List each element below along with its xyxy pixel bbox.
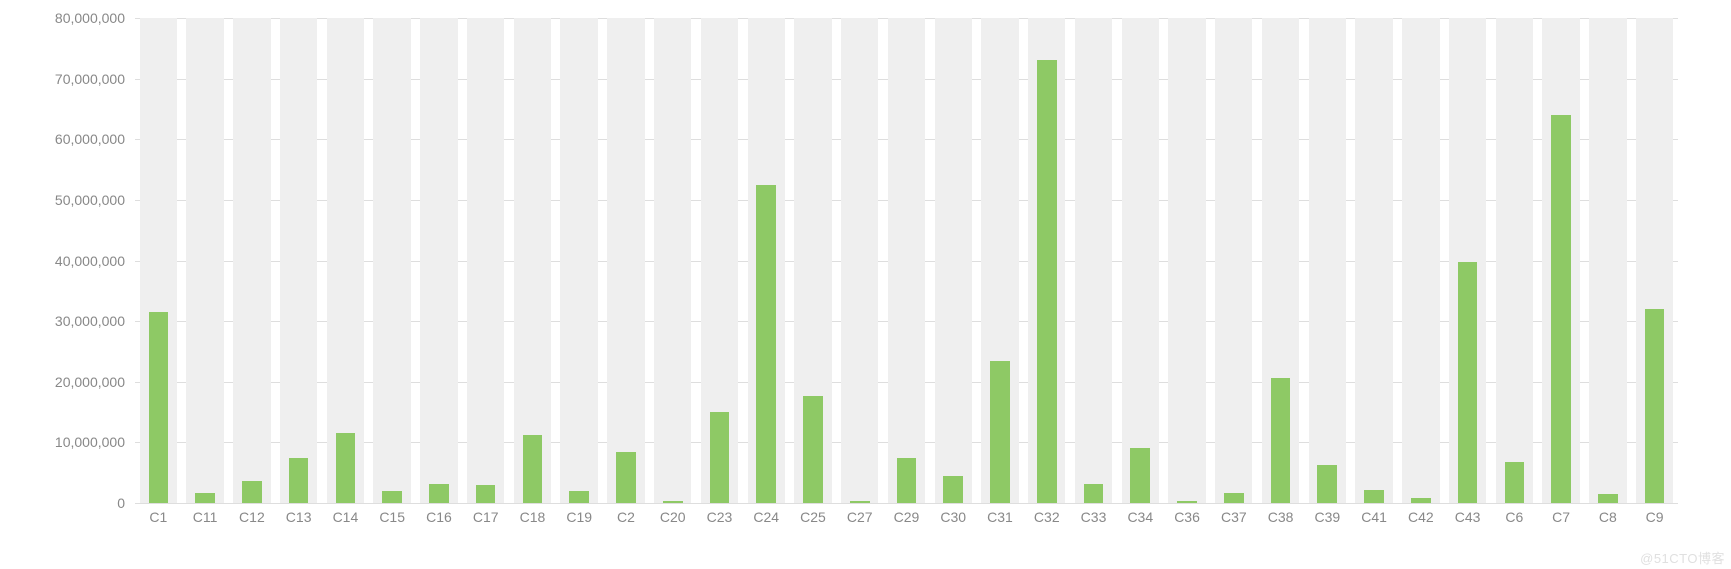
- x-tick-label: C19: [566, 503, 592, 525]
- x-tick-label: C18: [520, 503, 546, 525]
- x-tick-label: C1: [149, 503, 167, 525]
- bar: [756, 185, 776, 503]
- category-band: [1168, 18, 1205, 503]
- bar: [1598, 494, 1618, 503]
- bar: [990, 361, 1010, 503]
- category-band: [1355, 18, 1392, 503]
- category-band: [1589, 18, 1626, 503]
- bar: [897, 458, 917, 503]
- category-band: [1309, 18, 1346, 503]
- x-tick-label: C29: [894, 503, 920, 525]
- bar: [1037, 60, 1057, 503]
- category-band: [654, 18, 691, 503]
- y-tick-label: 50,000,000: [55, 192, 135, 208]
- category-band: [233, 18, 270, 503]
- x-tick-label: C27: [847, 503, 873, 525]
- x-tick-label: C6: [1505, 503, 1523, 525]
- y-tick-label: 60,000,000: [55, 131, 135, 147]
- y-tick-label: 40,000,000: [55, 253, 135, 269]
- x-tick-label: C23: [707, 503, 733, 525]
- x-tick-label: C8: [1599, 503, 1617, 525]
- category-band: [280, 18, 317, 503]
- x-tick-label: C17: [473, 503, 499, 525]
- category-band: [1075, 18, 1112, 503]
- bar: [336, 433, 356, 503]
- x-tick-label: C2: [617, 503, 635, 525]
- x-tick-label: C13: [286, 503, 312, 525]
- category-band: [514, 18, 551, 503]
- x-tick-label: C34: [1127, 503, 1153, 525]
- y-tick-label: 30,000,000: [55, 313, 135, 329]
- category-band: [1402, 18, 1439, 503]
- category-band: [327, 18, 364, 503]
- watermark: @51CTO博客: [1640, 548, 1725, 567]
- x-tick-label: C31: [987, 503, 1013, 525]
- bar: [289, 458, 309, 503]
- bar: [382, 491, 402, 503]
- y-tick-label: 70,000,000: [55, 71, 135, 87]
- x-tick-label: C25: [800, 503, 826, 525]
- bar: [429, 484, 449, 503]
- x-tick-label: C14: [333, 503, 359, 525]
- bar: [523, 435, 543, 503]
- category-band: [420, 18, 457, 503]
- bar: [1084, 484, 1104, 503]
- x-tick-label: C30: [940, 503, 966, 525]
- x-tick-label: C7: [1552, 503, 1570, 525]
- x-tick-label: C42: [1408, 503, 1434, 525]
- bar: [1364, 490, 1384, 503]
- x-tick-label: C9: [1646, 503, 1664, 525]
- bar: [1130, 448, 1150, 503]
- x-tick-label: C43: [1455, 503, 1481, 525]
- category-band: [888, 18, 925, 503]
- category-band: [186, 18, 223, 503]
- bar: [1458, 262, 1478, 503]
- category-band: [1215, 18, 1252, 503]
- bar: [1224, 493, 1244, 503]
- category-band: [935, 18, 972, 503]
- x-tick-label: C33: [1081, 503, 1107, 525]
- bar: [1505, 462, 1525, 503]
- category-band: [1496, 18, 1533, 503]
- category-band: [560, 18, 597, 503]
- x-tick-label: C20: [660, 503, 686, 525]
- category-band: [373, 18, 410, 503]
- bar: [1645, 309, 1665, 503]
- category-band: [467, 18, 504, 503]
- category-band: [607, 18, 644, 503]
- x-tick-label: C38: [1268, 503, 1294, 525]
- x-tick-label: C37: [1221, 503, 1247, 525]
- x-tick-label: C12: [239, 503, 265, 525]
- y-tick-label: 80,000,000: [55, 10, 135, 26]
- y-tick-label: 20,000,000: [55, 374, 135, 390]
- category-band: [1122, 18, 1159, 503]
- bar: [476, 485, 496, 503]
- bar: [803, 396, 823, 503]
- bar: [195, 493, 215, 503]
- bar: [242, 481, 262, 503]
- bar: [1551, 115, 1571, 503]
- x-tick-label: C24: [753, 503, 779, 525]
- plot-area: 010,000,00020,000,00030,000,00040,000,00…: [135, 18, 1678, 503]
- bar: [616, 452, 636, 503]
- y-tick-label: 10,000,000: [55, 434, 135, 450]
- bar: [710, 412, 730, 503]
- bar-chart: 0 10,000,000 20,000,000 30,000,000 40,000,00…: [0, 0, 1731, 569]
- x-tick-label: C41: [1361, 503, 1387, 525]
- bar: [1271, 378, 1291, 503]
- x-tick-label: C36: [1174, 503, 1200, 525]
- x-tick-label: C39: [1314, 503, 1340, 525]
- bar: [1317, 465, 1337, 503]
- x-tick-label: C11: [193, 503, 218, 525]
- category-band: [841, 18, 878, 503]
- x-tick-label: C15: [379, 503, 405, 525]
- bar: [149, 312, 169, 503]
- x-tick-label: C16: [426, 503, 452, 525]
- y-tick-label: 0: [117, 495, 135, 511]
- bar: [569, 491, 589, 503]
- x-tick-label: C32: [1034, 503, 1060, 525]
- bar: [943, 476, 963, 503]
